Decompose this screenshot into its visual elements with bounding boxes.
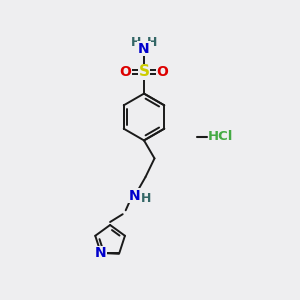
Text: S: S <box>139 64 149 80</box>
Text: HCl: HCl <box>208 130 233 143</box>
Text: O: O <box>157 65 169 79</box>
Text: H: H <box>141 192 151 205</box>
Text: N: N <box>95 246 107 260</box>
Text: H: H <box>130 35 141 49</box>
Text: N: N <box>128 189 140 202</box>
Text: O: O <box>119 65 131 79</box>
Text: N: N <box>138 42 150 56</box>
Text: H: H <box>147 35 158 49</box>
